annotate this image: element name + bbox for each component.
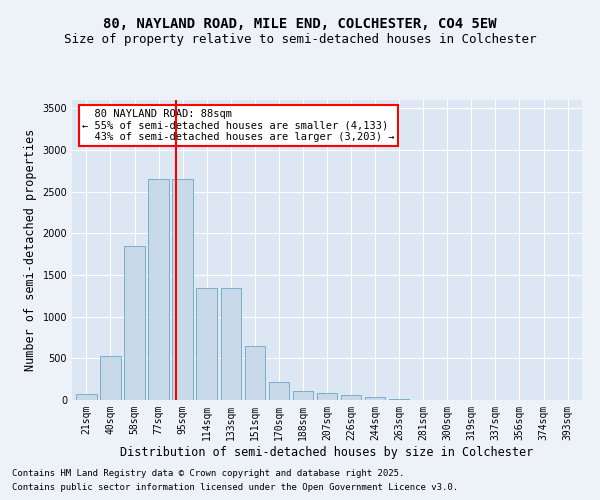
Text: 80 NAYLAND ROAD: 88sqm  
← 55% of semi-detached houses are smaller (4,133)
  43%: 80 NAYLAND ROAD: 88sqm ← 55% of semi-det… — [82, 109, 395, 142]
Bar — [317, 392, 337, 400]
Bar — [100, 356, 121, 400]
Bar — [293, 391, 313, 400]
Bar — [389, 399, 409, 400]
Bar — [172, 179, 193, 400]
Text: Contains public sector information licensed under the Open Government Licence v3: Contains public sector information licen… — [12, 484, 458, 492]
Bar — [245, 346, 265, 400]
Bar — [365, 397, 385, 400]
Bar — [269, 382, 289, 400]
Bar — [148, 179, 169, 400]
Text: Size of property relative to semi-detached houses in Colchester: Size of property relative to semi-detach… — [64, 32, 536, 46]
Text: 80, NAYLAND ROAD, MILE END, COLCHESTER, CO4 5EW: 80, NAYLAND ROAD, MILE END, COLCHESTER, … — [103, 18, 497, 32]
Bar — [76, 394, 97, 400]
Bar — [124, 246, 145, 400]
Bar — [341, 395, 361, 400]
Text: Contains HM Land Registry data © Crown copyright and database right 2025.: Contains HM Land Registry data © Crown c… — [12, 468, 404, 477]
Y-axis label: Number of semi-detached properties: Number of semi-detached properties — [24, 129, 37, 371]
X-axis label: Distribution of semi-detached houses by size in Colchester: Distribution of semi-detached houses by … — [121, 446, 533, 458]
Bar — [221, 288, 241, 400]
Bar — [196, 288, 217, 400]
